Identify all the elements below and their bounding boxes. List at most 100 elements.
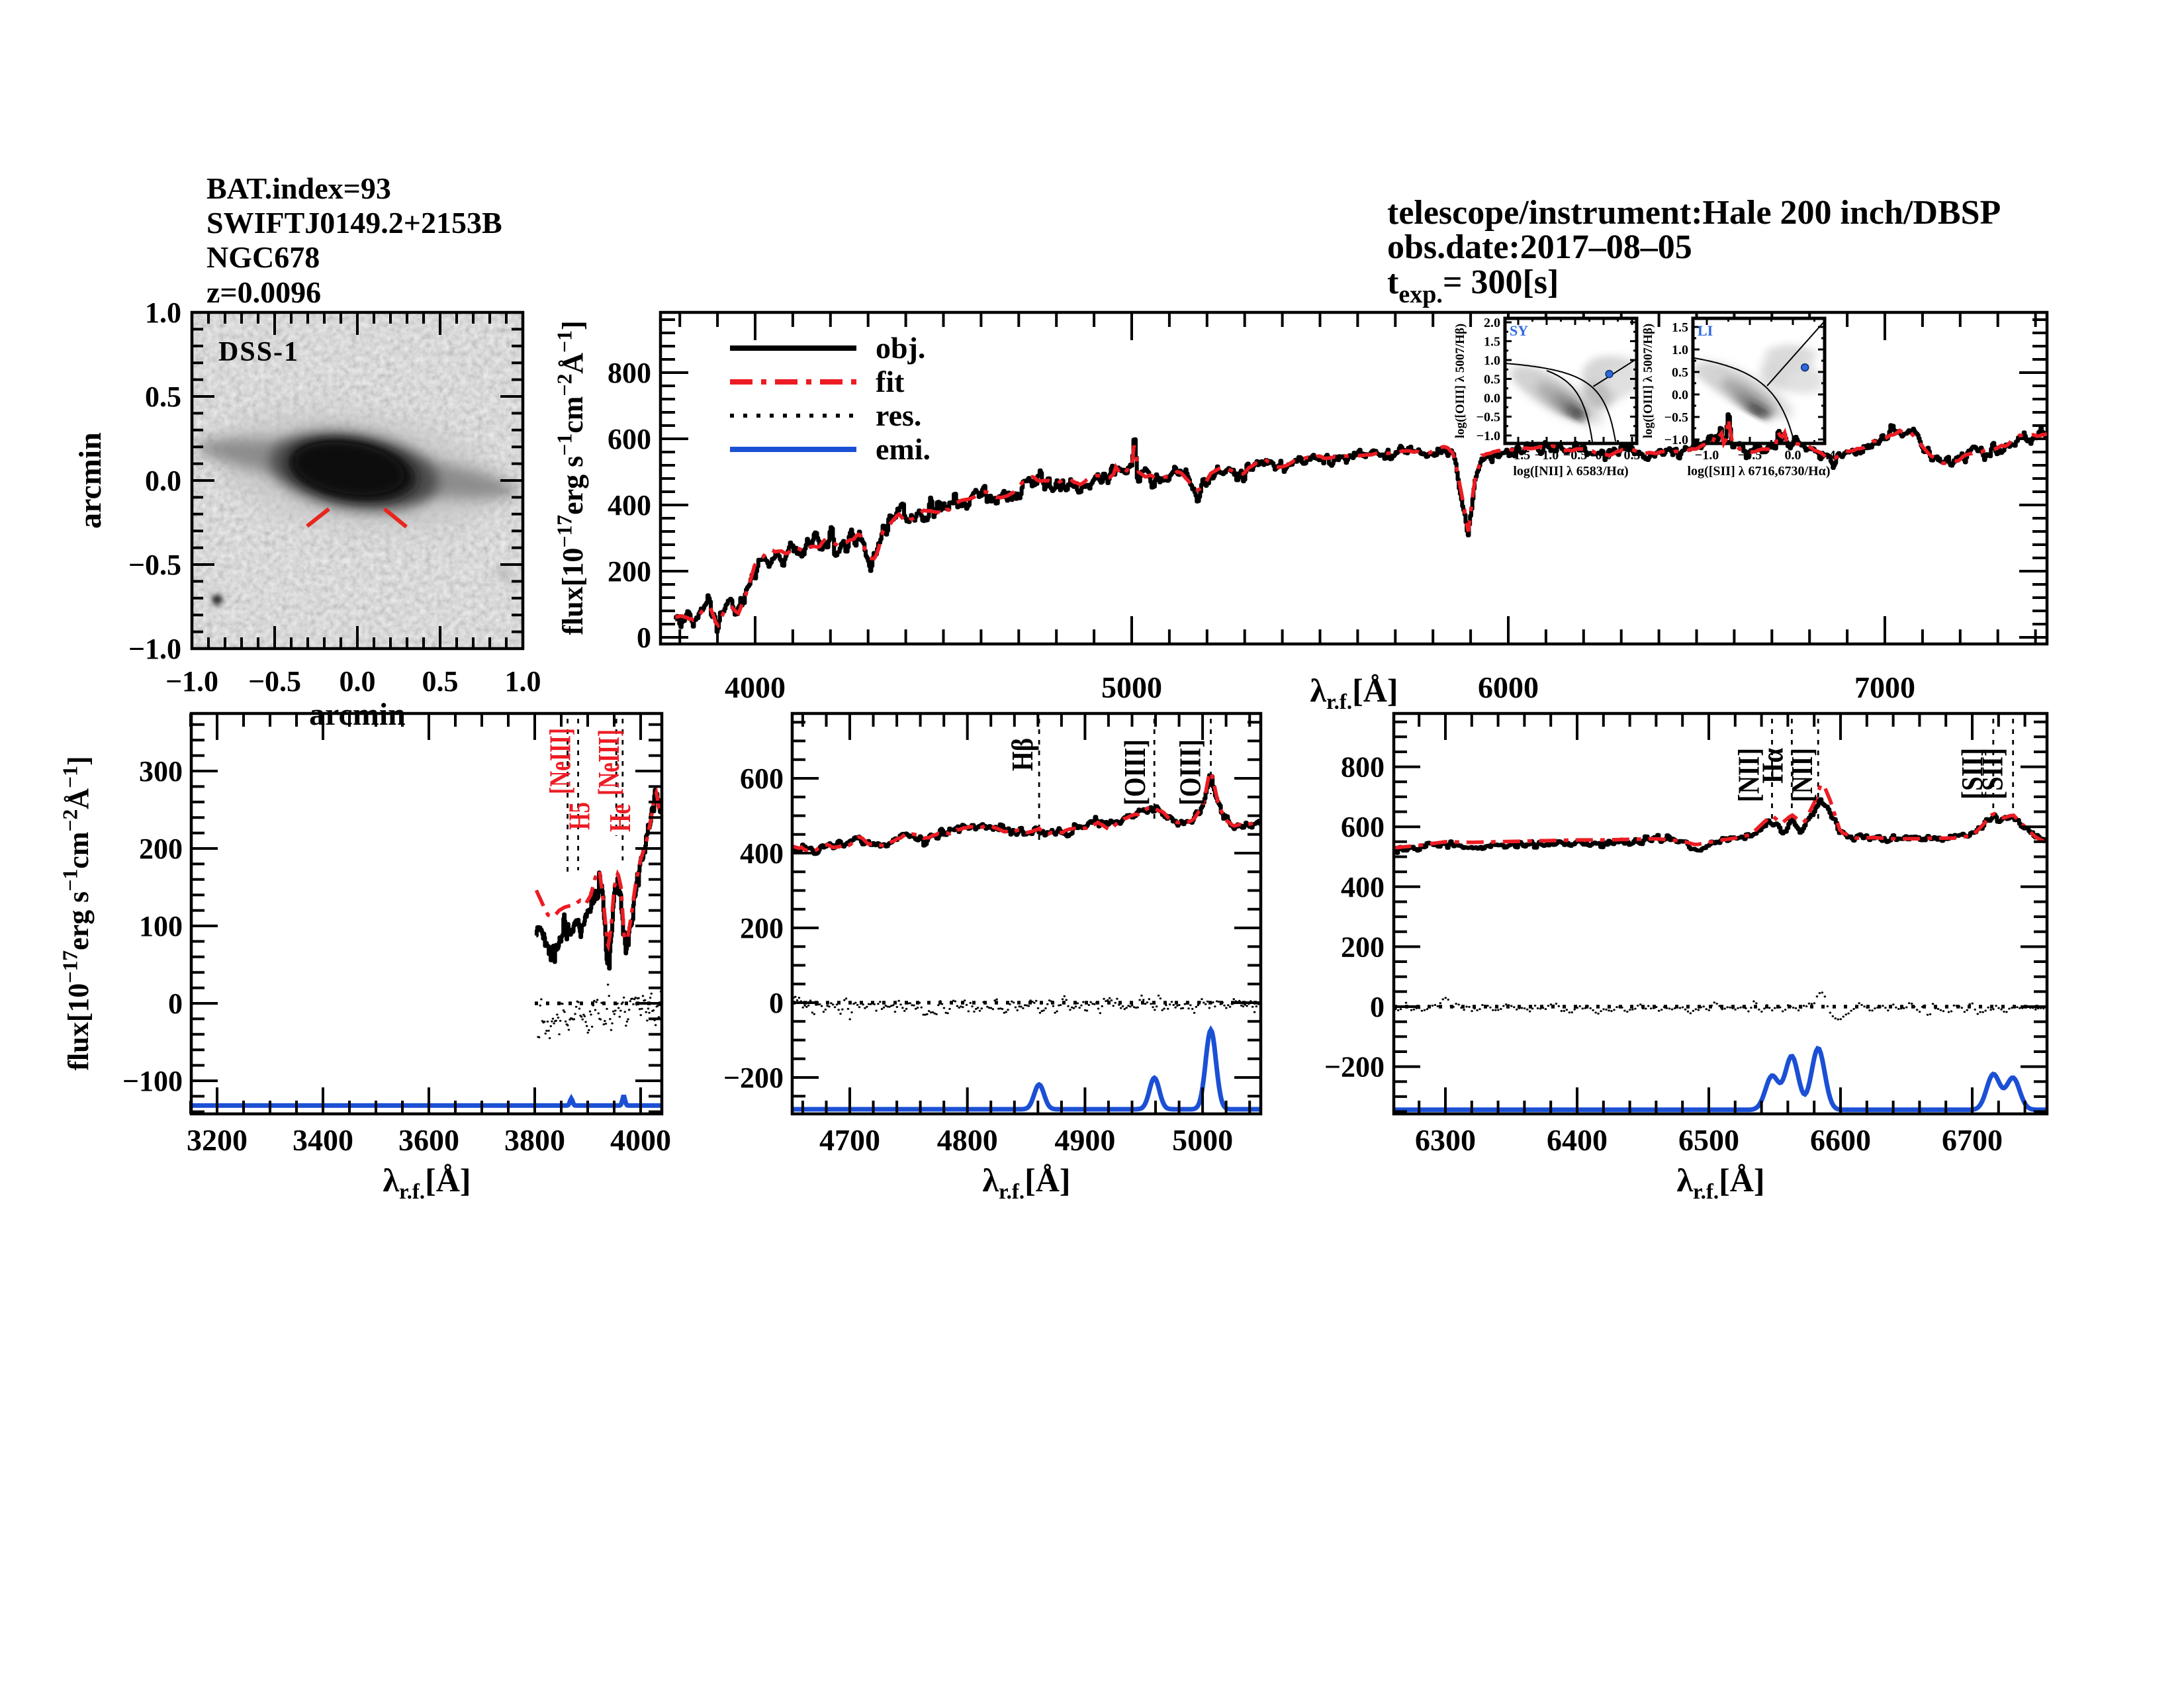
svg-text:800: 800 <box>608 357 651 389</box>
svg-text:λr.f.[Å]: λr.f.[Å] <box>383 1162 471 1204</box>
svg-text:4900: 4900 <box>1054 1123 1115 1157</box>
svg-text:6400: 6400 <box>1547 1123 1608 1157</box>
svg-text:−1.0: −1.0 <box>1695 448 1719 463</box>
svg-text:2.0: 2.0 <box>1484 316 1500 330</box>
svg-text:log([SII] λ 6716,6730/Hα): log([SII] λ 6716,6730/Hα) <box>1688 464 1831 479</box>
svg-text:LI: LI <box>1698 322 1713 339</box>
svg-text:−0.5: −0.5 <box>248 665 301 698</box>
svg-text:DSS-1: DSS-1 <box>218 337 299 367</box>
svg-text:log([OIII] λ 5007/Hβ): log([OIII] λ 5007/Hβ) <box>1453 324 1467 438</box>
svg-text:1.0: 1.0 <box>145 297 181 329</box>
svg-text:[OIII]: [OIII] <box>1118 739 1152 805</box>
svg-text:[NeIII]: [NeIII] <box>543 728 577 794</box>
svg-text:0: 0 <box>769 987 784 1019</box>
svg-text:−0.5: −0.5 <box>1477 410 1500 425</box>
svg-text:0.0: 0.0 <box>340 665 376 698</box>
svg-text:5000: 5000 <box>1101 670 1162 704</box>
svg-text:−200: −200 <box>723 1062 784 1094</box>
svg-text:flux[10−17erg s−1cm−2Å−1]: flux[10−17erg s−1cm−2Å−1] <box>58 756 95 1070</box>
svg-text:emi.: emi. <box>876 432 931 466</box>
svg-text:0.5: 0.5 <box>1672 365 1688 380</box>
svg-text:SY: SY <box>1510 322 1528 339</box>
svg-text:3600: 3600 <box>398 1123 459 1157</box>
svg-text:200: 200 <box>740 912 784 944</box>
svg-text:0: 0 <box>168 987 183 1020</box>
svg-text:SWIFTJ0149.2+2153B: SWIFTJ0149.2+2153B <box>206 206 502 240</box>
svg-text:[NII]: [NII] <box>1732 748 1766 802</box>
svg-text:−200: −200 <box>1324 1051 1385 1083</box>
svg-text:λr.f.[Å]: λr.f.[Å] <box>1676 1162 1764 1204</box>
svg-text:400: 400 <box>1341 871 1385 903</box>
svg-text:1.0: 1.0 <box>1484 353 1500 368</box>
svg-text:Hβ: Hβ <box>1005 738 1039 771</box>
svg-text:1.5: 1.5 <box>1672 320 1688 335</box>
svg-text:Hα: Hα <box>1755 748 1789 784</box>
svg-text:1.5: 1.5 <box>1484 335 1500 349</box>
svg-text:800: 800 <box>1341 751 1385 784</box>
svg-text:log([NII] λ 6583/Hα): log([NII] λ 6583/Hα) <box>1513 464 1628 479</box>
svg-text:200: 200 <box>608 555 651 588</box>
svg-text:4700: 4700 <box>819 1123 880 1157</box>
svg-text:BAT.index=93: BAT.index=93 <box>206 171 391 205</box>
svg-text:λr.f.[Å]: λr.f.[Å] <box>1310 672 1398 714</box>
svg-text:He: He <box>603 804 637 832</box>
svg-text:0.0: 0.0 <box>1785 448 1801 463</box>
svg-text:3200: 3200 <box>187 1123 248 1157</box>
svg-text:400: 400 <box>740 837 784 870</box>
svg-text:400: 400 <box>608 489 651 522</box>
svg-text:[OIII]: [OIII] <box>1173 739 1207 805</box>
svg-text:1.0: 1.0 <box>1672 343 1688 357</box>
svg-text:7000: 7000 <box>1854 670 1915 704</box>
svg-text:200: 200 <box>1341 931 1385 963</box>
svg-text:−0.5: −0.5 <box>128 549 181 581</box>
svg-text:0.0: 0.0 <box>1484 391 1500 406</box>
svg-text:0.0: 0.0 <box>145 465 181 497</box>
svg-text:4800: 4800 <box>937 1123 998 1157</box>
svg-text:obj.: obj. <box>876 331 925 365</box>
svg-text:texp.= 300[s]: texp.= 300[s] <box>1387 263 1559 308</box>
svg-text:5000: 5000 <box>1172 1123 1233 1157</box>
svg-text:600: 600 <box>1341 811 1385 843</box>
svg-text:fit: fit <box>876 365 905 398</box>
svg-text:res.: res. <box>876 398 921 432</box>
svg-text:6300: 6300 <box>1415 1123 1476 1157</box>
svg-text:6700: 6700 <box>1942 1123 2003 1157</box>
svg-text:6000: 6000 <box>1478 670 1539 704</box>
svg-text:flux[10−17erg s−1cm−2Å−1]: flux[10−17erg s−1cm−2Å−1] <box>553 320 589 635</box>
svg-text:obs.date:2017–08–05: obs.date:2017–08–05 <box>1387 228 1692 266</box>
svg-text:0: 0 <box>637 621 651 654</box>
svg-text:3400: 3400 <box>293 1123 353 1157</box>
svg-text:4000: 4000 <box>610 1123 671 1157</box>
svg-text:600: 600 <box>740 762 784 795</box>
svg-text:log([OIII] λ 5007/Hβ): log([OIII] λ 5007/Hβ) <box>1641 324 1655 438</box>
svg-text:0.5: 0.5 <box>145 381 181 413</box>
svg-text:−1.0: −1.0 <box>128 633 181 665</box>
svg-text:6600: 6600 <box>1810 1123 1871 1157</box>
svg-text:arcmin: arcmin <box>73 432 108 529</box>
svg-text:0.5: 0.5 <box>1484 373 1500 387</box>
svg-text:0.5: 0.5 <box>422 665 459 698</box>
svg-text:[SII]: [SII] <box>1976 748 2009 800</box>
svg-text:4000: 4000 <box>725 670 786 704</box>
svg-text:200: 200 <box>139 833 183 865</box>
svg-text:arcmin: arcmin <box>309 697 406 732</box>
svg-text:1.0: 1.0 <box>505 665 541 698</box>
svg-text:6500: 6500 <box>1678 1123 1739 1157</box>
svg-text:0: 0 <box>1370 991 1385 1023</box>
svg-text:telescope/instrument:Hale 200: telescope/instrument:Hale 200 inch/DBSP <box>1387 194 2001 232</box>
svg-text:z=0.0096: z=0.0096 <box>206 275 321 309</box>
svg-text:λr.f.[Å]: λr.f.[Å] <box>982 1162 1070 1204</box>
svg-text:NGC678: NGC678 <box>206 240 320 274</box>
svg-text:−1.0: −1.0 <box>165 665 218 698</box>
svg-text:600: 600 <box>608 423 651 455</box>
svg-text:[SII]: [SII] <box>1955 748 1989 800</box>
svg-text:300: 300 <box>139 755 183 788</box>
svg-text:3800: 3800 <box>504 1123 565 1157</box>
svg-text:H5: H5 <box>563 802 596 830</box>
svg-text:−100: −100 <box>122 1065 183 1097</box>
svg-text:−1.0: −1.0 <box>1664 433 1688 447</box>
svg-text:0.0: 0.0 <box>1672 388 1688 402</box>
svg-text:−0.5: −0.5 <box>1664 410 1688 425</box>
svg-text:−1.0: −1.0 <box>1477 429 1500 443</box>
svg-text:[NII]: [NII] <box>1785 748 1819 802</box>
